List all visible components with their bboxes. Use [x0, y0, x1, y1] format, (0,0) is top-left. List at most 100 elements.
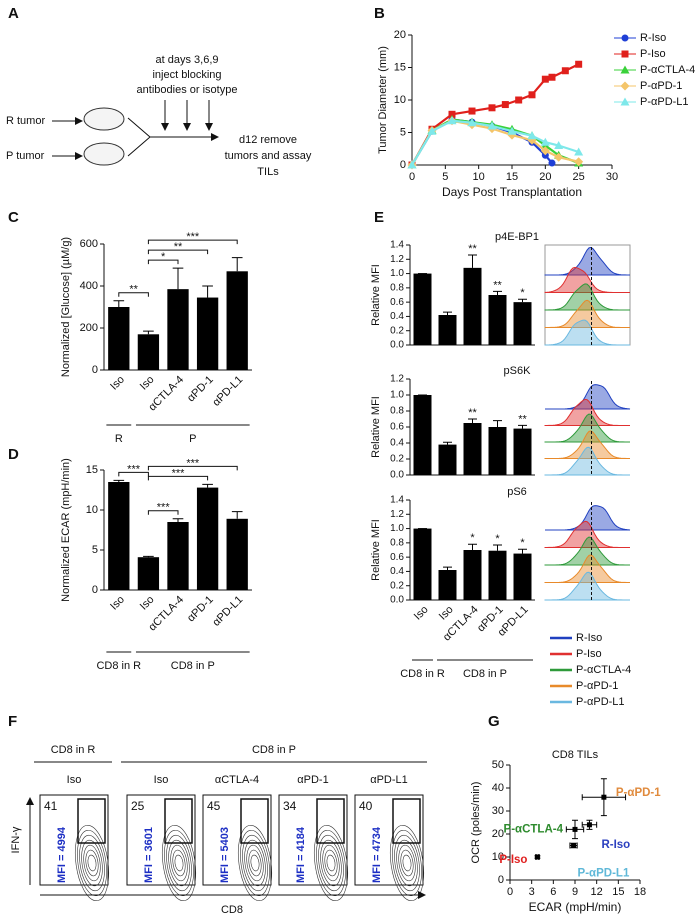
y-tick-label: 0.6	[390, 297, 404, 308]
marker	[620, 81, 630, 91]
flow-plot-frame	[39, 794, 109, 886]
error-bar	[231, 257, 243, 272]
significance-label: ***	[127, 463, 141, 475]
panel-label: E	[374, 209, 384, 226]
contour	[170, 844, 188, 882]
chart-title: pS6K	[504, 365, 532, 377]
marker	[621, 50, 629, 58]
group-label: CD8 in R	[51, 744, 96, 756]
group-label: CD8 in P	[252, 744, 296, 756]
error-bar	[113, 479, 125, 482]
histogram-ridge	[545, 384, 631, 410]
marker	[574, 147, 584, 156]
bar	[226, 518, 248, 590]
panel-label: C	[8, 209, 19, 226]
contour	[242, 834, 268, 892]
group-label: CD8 in R	[96, 660, 141, 672]
tumor-label: P tumor	[6, 150, 45, 162]
y-tick-label: 1.4	[390, 495, 404, 506]
marker	[621, 34, 629, 42]
flow-plot-frame	[126, 794, 196, 886]
legend-label: P-αPD-L1	[576, 696, 625, 708]
error-bar	[493, 420, 502, 427]
bar	[488, 295, 507, 345]
y-tick-label: 0.2	[390, 580, 404, 591]
bar	[137, 334, 160, 370]
contour	[83, 844, 101, 882]
point	[572, 826, 578, 832]
contour	[77, 829, 107, 897]
contour	[318, 834, 344, 892]
y-axis-label: OCR (poles/min)	[470, 782, 482, 864]
chart-title: CD8 TILs	[552, 749, 599, 761]
flow-plot-frame	[278, 794, 348, 886]
y-tick-label: 0.2	[390, 325, 404, 336]
marker	[527, 131, 537, 140]
legend-label: P-Iso	[640, 48, 666, 60]
y-tick-label: 0	[498, 874, 504, 886]
significance-bracket	[147, 475, 209, 481]
histogram-ridge	[544, 554, 631, 583]
timing-text: antibodies or isotype	[137, 84, 238, 96]
gate-percent: 40	[359, 799, 373, 813]
outcome-text: TILs	[257, 166, 279, 178]
x-tick-label: Iso	[437, 604, 456, 623]
bar	[167, 289, 189, 370]
marker	[620, 65, 630, 74]
y-tick-label: 30	[492, 805, 504, 817]
bar	[108, 482, 130, 590]
y-tick-label: 0.4	[390, 566, 404, 577]
contour	[74, 825, 110, 901]
contour	[244, 839, 266, 887]
treatment-label: Iso	[67, 774, 82, 786]
mfi-label: MFI = 4734	[371, 826, 383, 883]
contour	[174, 854, 184, 872]
timing-text: inject blocking	[152, 69, 221, 81]
contour	[87, 854, 97, 872]
x-tick-label: 25	[573, 171, 585, 183]
x-tick-label: 30	[606, 171, 618, 183]
marker	[407, 160, 417, 169]
contour	[389, 825, 425, 901]
gate	[77, 798, 106, 844]
significance-label: **	[468, 407, 477, 419]
treatment-label: αPD-1	[297, 774, 328, 786]
contour	[164, 829, 194, 897]
y-tick-label: 20	[492, 828, 504, 840]
bar	[137, 557, 160, 590]
y-tick-label: 1.2	[390, 509, 404, 520]
flow-plot-frame	[354, 794, 424, 886]
significance-bracket	[147, 510, 179, 515]
error-bar	[468, 543, 477, 550]
y-tick-label: 0.6	[390, 422, 404, 433]
point-label: P-Iso	[499, 854, 527, 866]
bar	[196, 297, 219, 370]
marker	[467, 118, 477, 127]
significance-label: ***	[186, 231, 200, 243]
y-tick-label: 1.4	[390, 240, 404, 251]
y-tick-label: 0	[400, 159, 406, 171]
bar	[413, 273, 432, 345]
contour	[316, 829, 346, 897]
contour	[168, 839, 190, 887]
mouse-icon	[83, 142, 125, 166]
significance-label: *	[161, 251, 166, 263]
error-bar	[172, 267, 184, 290]
x-tick-label: 18	[634, 886, 646, 898]
legend-label: P-αPD-1	[576, 680, 618, 692]
significance-bracket	[147, 249, 209, 255]
marker	[541, 75, 549, 83]
contour	[246, 844, 264, 882]
histogram-ridge	[544, 246, 631, 276]
y-axis-label: Relative MFI	[370, 264, 382, 326]
bar	[438, 315, 457, 345]
significance-label: **	[518, 413, 527, 425]
gate-percent: 34	[283, 799, 297, 813]
x-tick-label: 3	[529, 886, 535, 898]
x-tick-label: 20	[539, 171, 551, 183]
y-tick-label: 1.2	[390, 374, 404, 385]
bar	[488, 550, 507, 600]
x-tick-label: 6	[550, 886, 556, 898]
x-tick-label: αPD-L1	[210, 374, 245, 409]
marker	[501, 101, 509, 109]
